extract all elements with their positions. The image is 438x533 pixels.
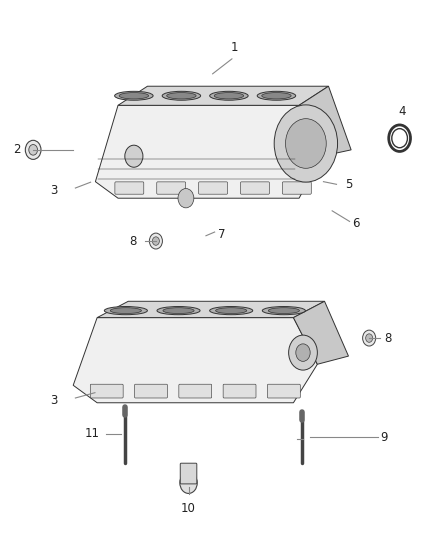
FancyBboxPatch shape [157,182,186,194]
Circle shape [289,335,318,370]
Circle shape [274,105,338,182]
FancyBboxPatch shape [179,384,212,398]
FancyBboxPatch shape [90,384,123,398]
Ellipse shape [157,306,200,314]
Circle shape [152,237,159,245]
Text: 6: 6 [352,216,359,230]
FancyBboxPatch shape [283,182,311,194]
Text: 10: 10 [181,503,196,515]
FancyBboxPatch shape [240,182,269,194]
Ellipse shape [104,306,148,314]
Ellipse shape [210,91,248,100]
Polygon shape [293,301,349,364]
Text: 1: 1 [230,42,238,54]
Polygon shape [118,86,328,106]
Ellipse shape [119,93,148,99]
Circle shape [296,344,310,361]
Circle shape [29,144,38,155]
Ellipse shape [163,308,194,313]
Circle shape [286,119,326,168]
Text: 5: 5 [345,178,353,191]
Ellipse shape [214,93,244,99]
Text: 2: 2 [13,143,21,156]
Text: 8: 8 [129,235,136,247]
Text: 8: 8 [385,332,392,344]
FancyBboxPatch shape [134,384,167,398]
FancyBboxPatch shape [115,182,144,194]
Ellipse shape [215,308,247,313]
FancyBboxPatch shape [180,463,197,484]
Text: 3: 3 [51,393,58,407]
Text: 7: 7 [218,228,226,241]
Circle shape [25,140,41,159]
Text: 11: 11 [84,427,99,440]
Text: 3: 3 [51,184,58,197]
Ellipse shape [167,93,196,99]
Circle shape [125,145,143,167]
Text: 4: 4 [398,105,406,118]
Circle shape [180,472,197,494]
Circle shape [366,334,373,342]
Polygon shape [95,106,322,198]
Polygon shape [299,86,351,156]
FancyBboxPatch shape [268,384,300,398]
Ellipse shape [262,306,305,314]
Circle shape [178,189,194,208]
Ellipse shape [257,91,296,100]
Polygon shape [73,318,318,403]
Ellipse shape [110,308,141,313]
Circle shape [149,233,162,249]
Ellipse shape [115,91,153,100]
FancyBboxPatch shape [223,384,256,398]
Circle shape [363,330,376,346]
Ellipse shape [210,306,253,314]
Ellipse shape [262,93,291,99]
Ellipse shape [162,91,201,100]
Polygon shape [97,301,325,318]
Text: 9: 9 [380,431,388,444]
FancyBboxPatch shape [198,182,227,194]
Ellipse shape [268,308,300,313]
